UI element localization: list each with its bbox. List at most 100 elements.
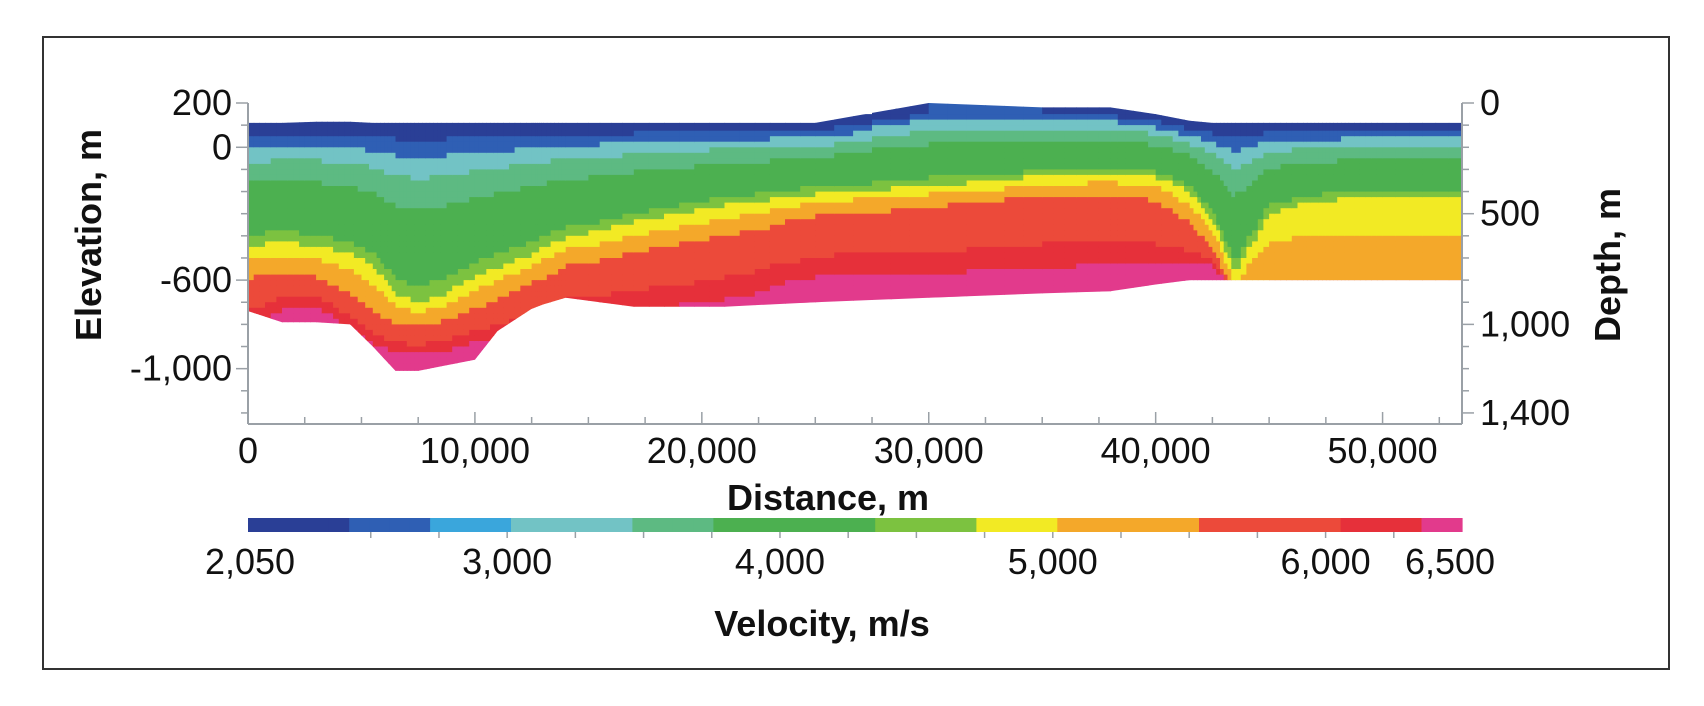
velocity-cell — [376, 125, 381, 132]
velocity-cell — [909, 224, 930, 231]
velocity-cell — [493, 329, 499, 336]
velocity-cell — [414, 235, 419, 242]
velocity-cell — [785, 263, 801, 270]
velocity-cell — [372, 174, 378, 181]
velocity-cell — [1197, 169, 1202, 176]
velocity-cell — [1208, 241, 1213, 248]
velocity-cell — [372, 291, 378, 298]
velocity-cell — [1042, 180, 1055, 187]
velocity-cell — [1197, 280, 1202, 287]
velocity-cell — [287, 296, 294, 303]
velocity-cell — [550, 280, 555, 287]
velocity-cell — [1023, 158, 1043, 165]
velocity-cell — [410, 269, 415, 276]
velocity-cell — [1167, 202, 1174, 209]
velocity-cell — [1004, 219, 1024, 226]
velocity-cell — [429, 130, 434, 137]
velocity-cell — [365, 318, 370, 325]
velocity-cell — [497, 197, 504, 204]
velocity-cell — [406, 307, 412, 314]
velocity-cell — [395, 341, 400, 348]
velocity-cell — [478, 363, 484, 370]
velocity-cell — [287, 119, 294, 126]
velocity-cell — [561, 208, 567, 215]
velocity-cell — [478, 274, 484, 281]
velocity-cell — [622, 136, 635, 143]
velocity-cell — [539, 241, 542, 248]
velocity-cell — [1178, 180, 1185, 187]
velocity-cell — [446, 224, 453, 231]
velocity-cell — [539, 197, 542, 204]
velocity-cell — [611, 208, 623, 215]
velocity-cell — [425, 125, 431, 132]
velocity-cell — [1125, 285, 1134, 292]
velocity-cell — [372, 307, 378, 314]
velocity-cell — [800, 219, 816, 226]
velocity-cell — [503, 202, 510, 209]
velocity-cell — [433, 130, 438, 137]
velocity-cell — [399, 208, 404, 215]
velocity-cell — [872, 246, 892, 253]
velocity-cell — [709, 280, 726, 287]
velocity-cell — [299, 296, 306, 303]
velocity-cell — [1117, 158, 1126, 165]
velocity-cell — [253, 324, 260, 331]
velocity-cell — [985, 103, 1005, 110]
velocity-cell — [694, 130, 710, 137]
velocity-cell — [410, 252, 415, 259]
velocity-cell — [399, 357, 404, 364]
velocity-cell — [1023, 125, 1043, 132]
velocity-cell — [316, 324, 323, 331]
velocity-cell — [474, 302, 480, 309]
velocity-cell — [1193, 125, 1198, 132]
velocity-cell — [463, 130, 470, 137]
velocity-cell — [599, 169, 612, 176]
velocity-cell — [622, 202, 635, 209]
velocity-cell — [282, 318, 289, 325]
velocity-cell — [387, 152, 393, 159]
velocity-cell — [853, 313, 873, 320]
velocity-cell — [1117, 125, 1126, 132]
velocity-cell — [503, 285, 510, 292]
velocity-cell — [526, 202, 533, 209]
velocity-cell — [769, 274, 786, 281]
velocity-cell — [533, 147, 536, 154]
velocity-cell — [694, 318, 710, 325]
velocity-cell — [333, 263, 340, 270]
velocity-cell — [520, 158, 527, 165]
velocity-cell — [478, 213, 484, 220]
velocity-cell — [1212, 197, 1217, 204]
velocity-cell — [558, 274, 563, 281]
velocity-cell — [253, 313, 260, 320]
velocity-cell — [414, 357, 419, 364]
velocity-cell — [543, 241, 548, 248]
velocity-cell — [1189, 258, 1195, 265]
velocity-cell — [853, 291, 873, 298]
velocity-cell — [1110, 219, 1119, 226]
velocity-cell — [558, 202, 563, 209]
velocity-cell — [1076, 174, 1089, 181]
velocity-cell — [1064, 119, 1077, 126]
velocity-cell — [361, 313, 366, 320]
velocity-cell — [509, 329, 516, 336]
velocity-cell — [433, 197, 438, 204]
velocity-cell — [1140, 285, 1149, 292]
velocity-cell — [310, 313, 317, 320]
velocity-cell — [514, 169, 521, 176]
velocity-cell — [414, 180, 419, 187]
velocity-cell — [410, 186, 415, 193]
velocity-cell — [694, 197, 710, 204]
velocity-cell — [679, 180, 695, 187]
velocity-cell — [399, 163, 404, 170]
velocity-cell — [457, 318, 465, 325]
velocity-cell — [739, 191, 756, 198]
velocity-cell — [372, 324, 378, 331]
velocity-cell — [1193, 180, 1198, 187]
velocity-cell — [282, 252, 289, 259]
velocity-cell — [1004, 296, 1024, 303]
velocity-cell — [1204, 291, 1210, 298]
velocity-cell — [380, 258, 385, 265]
velocity-cell — [622, 263, 635, 270]
velocity-cell — [357, 191, 363, 198]
velocity-cell — [565, 174, 578, 181]
